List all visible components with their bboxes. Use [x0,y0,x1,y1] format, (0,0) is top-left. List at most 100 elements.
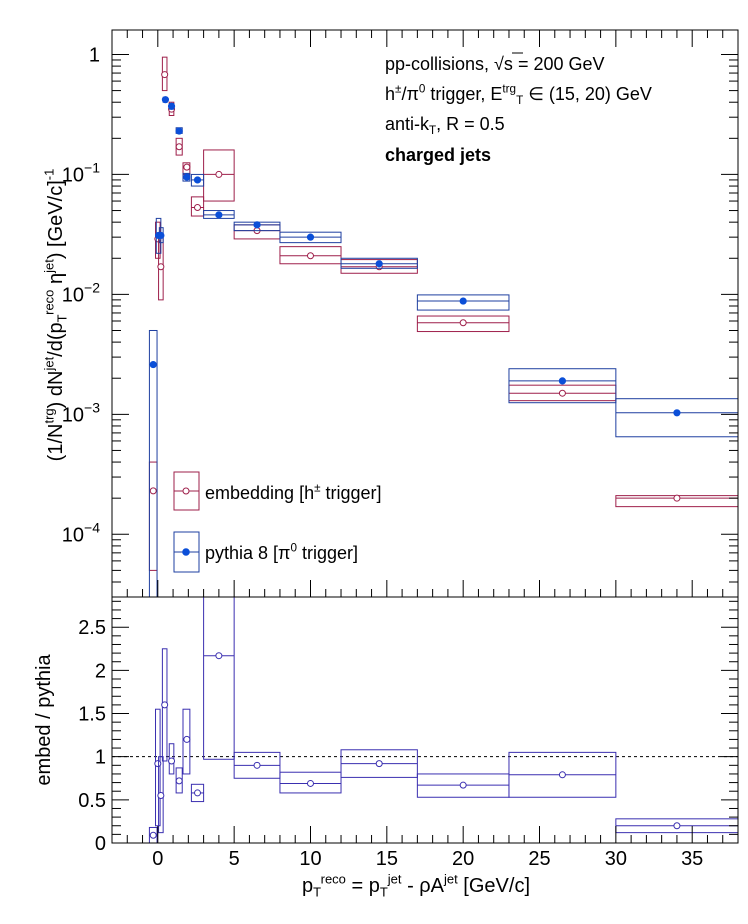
ratio-box [155,708,161,827]
data-point [375,260,383,268]
systematic-box [508,368,617,404]
legend-marker [182,548,190,556]
y-tick-label: 10−4 [62,519,100,546]
ratio-point [459,781,467,789]
ratio-y-tick-label: 1 [95,747,106,769]
ratio-point [175,777,183,785]
legend: embedding [h± trigger] pythia 8 [π0 trigg… [173,471,382,573]
ratio-point [183,735,191,743]
data-point [459,319,467,327]
ratio-box [182,708,191,775]
ratio-point [673,822,681,830]
x-tick-label: 35 [681,848,703,870]
ratio-point [215,652,223,660]
ratio-point [194,789,202,797]
data-point [183,173,191,181]
systematic-box [148,461,158,571]
series-ratio [112,597,738,843]
ratio-point [149,831,157,839]
x-axis-title: pTreco = pTjet - ρAjet [GeV/c] [302,872,530,900]
data-point [167,102,176,110]
legend-entry-pythia: pythia 8 [π0 trigger] [173,531,358,573]
y-axis-title-text: (1/Ntrg) dNjet/d(pTreco ηjet) [GeV/c]-1 [42,169,70,462]
ratio-y-tick-label: 2 [95,660,106,682]
data-point [306,252,314,260]
ratio-y-tick-label: 0.5 [78,790,106,812]
y-tick-label: 1 [89,44,100,66]
y-tick-label: 10−2 [62,279,100,306]
data-point [175,143,183,151]
annotation-algorithm: anti-kT, R = 0.5 [385,114,505,137]
ratio-point [306,779,314,787]
ratio-point [375,760,383,768]
ratio-y-axis-title: embed / pythia [33,654,55,786]
spectrum-plot-area [148,56,738,597]
legend-label-pythia: pythia 8 [π0 trigger] [205,541,358,563]
y-tick-label: 10−1 [62,159,100,186]
ratio-point [253,761,261,769]
x-tick-label: 25 [528,848,550,870]
spectrum-x-ticks [111,30,739,597]
annotation-collision: pp-collisions, √s = 200 GeV [385,54,605,74]
data-point [161,71,169,79]
x-tick-label: 0 [152,848,163,870]
data-point [215,170,223,178]
ratio-y-tick-label: 1.5 [78,704,106,726]
ratio-point [154,760,162,768]
spectrum-y-axis-title: (1/Ntrg) dNjet/d(pTreco ηjet) [GeV/c]-1 [42,169,70,462]
spectrum-y-ticks [112,53,738,598]
systematic-box [416,294,510,311]
data-point [558,377,567,385]
ratio-x-ticks [111,826,739,843]
spectrum-panel: 1 10−1 10−2 10−3 10−4 (1/Ntrg) dNjet/d(pTreco… [42,29,739,598]
data-point [215,211,223,219]
data-point [253,221,261,229]
data-point [459,297,467,305]
data-point [183,163,191,171]
legend-label-embedding: embedding [h± trigger] [205,481,382,503]
x-tick-label: 5 [229,848,240,870]
data-point [558,389,566,397]
data-point [673,409,681,417]
data-point [193,176,202,184]
legend-marker [182,487,190,495]
ratio-point [161,701,169,709]
annotation-block: pp-collisions, √s = 200 GeV h±/π0 trigger… [385,52,652,165]
annotation-jets: charged jets [385,145,491,165]
systematic-box [615,398,738,438]
ratio-box [279,771,342,794]
ratio-y-tick-label: 2.5 [78,617,106,639]
data-point [149,360,157,369]
ratio-panel: 0 0.5 1 1.5 2 2.5 0 5 10 15 20 25 30 35 embed / pythia [33,596,739,870]
annotation-trigger: h±/π0 trigger, EtrgT ∈ (15, 20) GeV [385,82,652,107]
x-tick-label: 15 [376,848,398,870]
data-point [175,127,183,135]
legend-entry-embedding: embedding [h± trigger] [173,471,382,511]
y-tick-label: 10−3 [62,399,100,426]
data-point [306,233,315,241]
ratio-y-tick-label: 0 [95,833,106,855]
ratio-y-title-text: embed / pythia [33,654,55,786]
ratio-box [203,597,235,760]
data-point [157,263,165,271]
ratio-point [558,771,566,779]
data-point [161,96,170,104]
ratio-frame [111,596,739,844]
systematic-box [190,196,205,217]
x-tick-label: 10 [299,848,321,870]
data-point [194,204,202,212]
systematic-box [148,329,158,597]
systematic-box [279,246,342,265]
systematic-box [416,315,510,333]
data-point [157,231,165,240]
data-point [149,487,157,495]
ratio-y-ticks [112,600,738,844]
ratio-point [168,757,176,765]
x-tick-label: 20 [452,848,474,870]
x-tick-label: 30 [605,848,627,870]
series-pythia [148,96,738,597]
data-point [673,494,681,502]
ratio-plot-area [112,597,738,843]
ratio-point [157,792,165,800]
